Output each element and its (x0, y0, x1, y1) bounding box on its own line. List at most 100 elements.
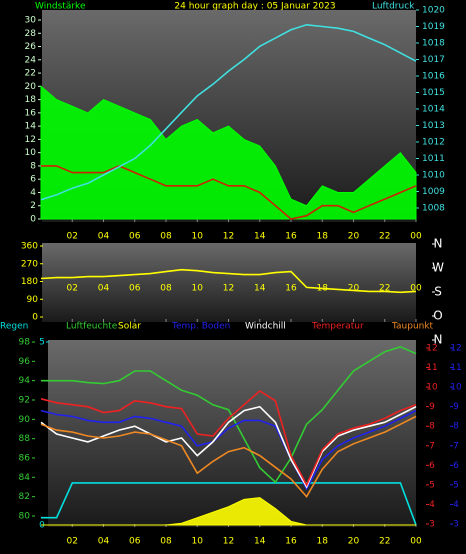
y-tick-label: 94 (19, 376, 31, 386)
y-tick-label: 180 (21, 277, 38, 287)
x-tick-label: 22 (379, 537, 390, 547)
y-tick-label: 1015 (422, 88, 445, 98)
y-tick-label: 1017 (422, 55, 445, 65)
y-tick-label: 88 (19, 434, 31, 444)
y-tick-label: 6 (453, 461, 459, 471)
y-tick-label: 5 (453, 480, 459, 490)
legend-label: Windstärke (35, 2, 86, 12)
x-tick-label: 22 (379, 232, 390, 242)
x-tick-label: 14 (254, 232, 266, 242)
y-tick-label: N (434, 237, 443, 251)
x-tick-label: 02 (67, 537, 78, 547)
y-tick-label: 6 (429, 461, 435, 471)
x-tick-label: 14 (254, 537, 266, 547)
y-tick-label: 18 (25, 95, 37, 105)
plot-background (48, 340, 416, 527)
x-tick-label: 00 (410, 284, 422, 294)
y-tick-label: 4 (453, 500, 459, 510)
chart-title: 24 hour graph day : 05 Januar 2023 (174, 2, 335, 12)
legend-label: Temperatur (311, 322, 364, 332)
y-tick-label: 270 (21, 259, 38, 269)
y-tick-label: 14 (25, 122, 37, 132)
x-tick-label: 00 (410, 537, 422, 547)
y-tick-label: W (432, 261, 444, 275)
y-tick-label: 86 (19, 454, 31, 464)
y-tick-label: 5 (429, 480, 435, 490)
legend-label: Taupunkt (391, 322, 434, 332)
line (41, 482, 417, 526)
y-tick-label: 5 (39, 338, 45, 348)
y-tick-label: 90 (27, 295, 39, 305)
x-tick-label: 10 (192, 537, 204, 547)
y-tick-label: 9 (453, 402, 459, 412)
x-tick-label: 14 (254, 284, 266, 294)
y-tick-label: 1009 (422, 187, 445, 197)
y-tick-label: 6 (30, 175, 36, 185)
legend-label: Regen (0, 322, 28, 332)
y-tick-label: 80 (19, 512, 31, 522)
y-tick-label: 90 (19, 415, 31, 425)
y-tick-label: 2 (30, 201, 36, 211)
line (40, 268, 417, 294)
x-tick-label: 02 (67, 232, 78, 242)
y-tick-label: 4 (30, 188, 36, 198)
x-tick-label: 04 (98, 232, 110, 242)
plot-background (42, 243, 416, 322)
line (40, 23, 417, 201)
y-tick-label: 10 (450, 383, 462, 393)
legend-label: Luftfeuchte (66, 322, 118, 332)
y-tick-label: 1018 (422, 39, 445, 49)
y-tick-label: 1014 (422, 105, 445, 115)
x-tick-label: 18 (317, 232, 329, 242)
x-tick-label: 22 (379, 284, 390, 294)
line (40, 415, 417, 498)
y-tick-label: 8 (429, 422, 435, 432)
y-tick-label: 12 (25, 135, 36, 145)
y-tick-label: 11 (450, 363, 461, 373)
line (40, 390, 417, 487)
y-tick-label: 11 (426, 363, 437, 373)
y-tick-label: O (433, 309, 442, 323)
y-tick-label: 96 (19, 357, 31, 367)
x-tick-label: 16 (285, 537, 297, 547)
y-tick-label: 10 (426, 383, 438, 393)
line (40, 409, 417, 491)
y-tick-label: 7 (453, 441, 459, 451)
legend-label: Temp. Boden (171, 322, 230, 332)
y-tick-label: 1013 (422, 121, 445, 131)
x-tick-label: 10 (192, 232, 204, 242)
x-tick-label: 16 (285, 284, 297, 294)
legend-label: Windchill (245, 322, 286, 332)
x-tick-label: 06 (129, 232, 141, 242)
line (41, 345, 417, 484)
area (40, 85, 417, 220)
y-tick-label: 16 (25, 108, 37, 118)
y-tick-label: 84 (19, 473, 31, 483)
y-tick-label: 82 (19, 492, 30, 502)
y-tick-label: 92 (19, 396, 30, 406)
x-tick-label: 06 (129, 284, 141, 294)
x-tick-label: 00 (410, 232, 422, 242)
y-tick-label: 1020 (422, 6, 445, 16)
y-tick-label: 1008 (422, 204, 445, 214)
y-tick-label: 1019 (422, 22, 445, 32)
legend-label: Solar (118, 322, 141, 332)
y-tick-label: 0 (30, 215, 36, 225)
y-tick-label: 1011 (422, 154, 445, 164)
y-tick-label: 360 (21, 242, 38, 252)
y-tick-label: 0 (32, 313, 38, 323)
y-tick-label: 9 (429, 402, 435, 412)
x-tick-label: 12 (223, 284, 234, 294)
line (41, 165, 417, 220)
y-tick-label: 10 (25, 148, 37, 158)
y-tick-label: N (434, 333, 443, 347)
x-tick-label: 04 (98, 537, 110, 547)
y-tick-label: 8 (453, 422, 459, 432)
y-tick-label: 98 (19, 338, 31, 348)
x-tick-label: 06 (129, 537, 141, 547)
y-tick-label: 4 (429, 500, 435, 510)
y-tick-label: 1012 (422, 138, 445, 148)
y-tick-label: 26 (25, 42, 37, 52)
y-tick-label: 24 (25, 55, 37, 65)
